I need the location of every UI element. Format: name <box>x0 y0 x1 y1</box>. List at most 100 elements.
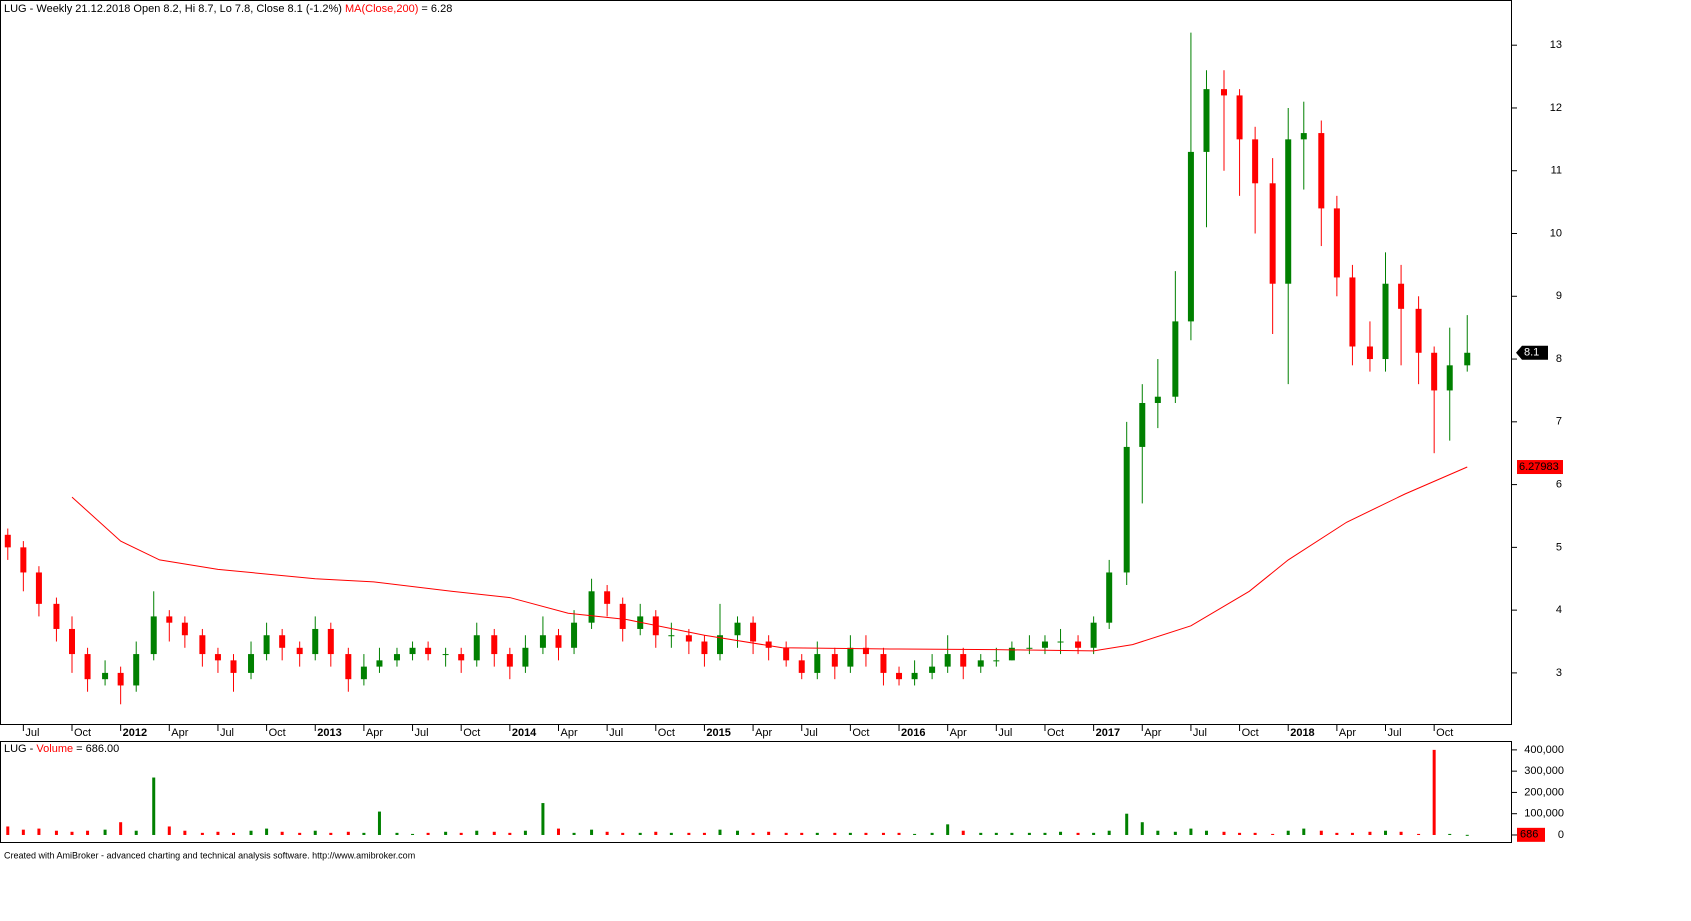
candle-body <box>376 660 383 667</box>
volume-bar <box>329 832 333 835</box>
candle-body <box>327 628 334 655</box>
volume-bar <box>621 832 625 835</box>
volume-bar <box>864 832 868 835</box>
candle-body <box>279 635 286 648</box>
candle-body <box>230 660 237 673</box>
candle-body <box>668 635 675 637</box>
candle-body <box>1366 346 1373 360</box>
volume-bar <box>1271 833 1275 835</box>
volume-bar <box>134 830 138 835</box>
candle-body <box>84 654 91 680</box>
candle-body <box>1041 641 1048 648</box>
candle-body <box>4 534 11 548</box>
x-tick-label: Jul <box>804 727 818 739</box>
volume-bar <box>1399 831 1403 835</box>
volume-bar <box>1238 832 1242 835</box>
volume-bar <box>930 832 934 835</box>
candle-body <box>1300 133 1307 140</box>
candle-body <box>1252 139 1259 184</box>
candle-body <box>1026 647 1033 649</box>
candle-body <box>1415 308 1422 353</box>
x-tick-label: Jul <box>998 727 1012 739</box>
volume-bar <box>1368 831 1372 835</box>
candle-body <box>360 666 367 680</box>
volume-bar <box>1125 813 1129 835</box>
volume-bar <box>426 832 430 835</box>
last-close-pointer <box>1516 345 1548 360</box>
candle-body <box>717 635 723 655</box>
volume-bar <box>1302 828 1306 835</box>
volume-bar <box>200 832 204 835</box>
volume-bar <box>784 832 788 835</box>
y-tick-label: 9 <box>1556 290 1562 302</box>
candle-body <box>847 647 854 667</box>
volume-bar <box>459 832 463 835</box>
title: LUG - Weekly 21.12.2018 Open 8.2, Hi 8.7… <box>4 3 342 15</box>
candle-body <box>473 635 480 661</box>
candle-body <box>555 635 562 648</box>
candle-body <box>993 660 1000 662</box>
candle-body <box>1075 641 1082 648</box>
x-tick-label: 2012 <box>123 727 147 739</box>
volume-bar <box>1092 832 1096 835</box>
volume-bar <box>669 832 673 835</box>
volume-bar <box>232 832 236 835</box>
x-tick-label: Jul <box>220 727 234 739</box>
candle-body <box>442 654 449 656</box>
volume-bar <box>1465 834 1469 836</box>
volume-bar <box>751 832 755 835</box>
candle-body <box>1154 396 1161 403</box>
candle-body <box>409 647 416 655</box>
candle-body <box>619 603 626 629</box>
x-tick-label: Jul <box>1193 727 1207 739</box>
last-close-label: 8.1 <box>1524 347 1539 359</box>
x-tick-label: Oct <box>1047 727 1064 739</box>
candle-body <box>69 628 75 655</box>
volume-bar <box>313 830 317 835</box>
volume-bar <box>1156 830 1160 835</box>
volume-bar <box>1286 830 1290 835</box>
candle-body <box>1172 321 1179 397</box>
x-tick-label: Apr <box>1144 727 1161 739</box>
candle-body <box>1008 647 1015 661</box>
candle-body <box>296 647 303 655</box>
candle-body <box>814 654 821 673</box>
candle-body <box>539 635 546 648</box>
volume-bar <box>1140 822 1144 835</box>
x-tick-label: Apr <box>560 727 577 739</box>
candle-body <box>1090 622 1097 648</box>
candle-body <box>35 572 42 604</box>
volume-bar <box>1417 833 1421 835</box>
volume-bar <box>572 832 576 835</box>
candle-body <box>1057 641 1064 643</box>
x-tick-label: Apr <box>1339 727 1356 739</box>
x-tick-label: 2014 <box>512 727 537 739</box>
price-panel <box>0 0 1512 725</box>
candle-body <box>685 635 692 642</box>
volume-bar <box>523 830 527 835</box>
volume-bar <box>86 830 90 835</box>
candle-body <box>491 635 498 655</box>
volume-last-box <box>1517 827 1545 842</box>
volume-bar <box>249 830 253 835</box>
x-tick-label: 2016 <box>901 727 925 739</box>
candle-body <box>734 622 741 636</box>
volume-bar <box>492 831 496 835</box>
volume-bar <box>1319 830 1323 835</box>
volume-bar <box>508 832 512 835</box>
x-tick-label: 2015 <box>706 727 730 739</box>
volume-bar <box>54 830 58 835</box>
volume-bar <box>1010 832 1014 835</box>
ma-title: MA(Close,200) <box>345 3 418 15</box>
candle-body <box>1398 283 1405 309</box>
volume-bar <box>913 833 917 835</box>
candle-body <box>1446 365 1453 391</box>
volume-bar <box>946 824 950 835</box>
candle-body <box>425 647 432 655</box>
candle-body <box>1464 352 1471 366</box>
candle-body <box>117 672 124 686</box>
volume-bar <box>1335 832 1339 835</box>
candle-body <box>701 641 708 655</box>
x-tick-label: Oct <box>74 727 91 739</box>
volume-tick-label: 400,000 <box>1524 744 1564 756</box>
